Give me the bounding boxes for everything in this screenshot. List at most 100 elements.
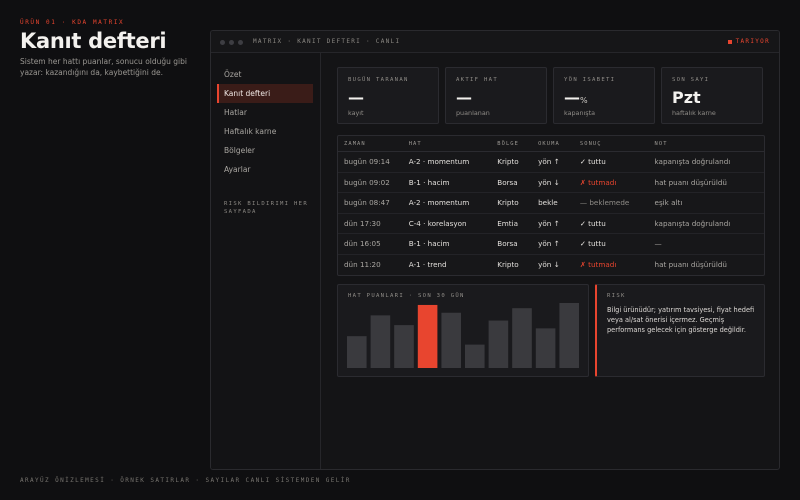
- column-header-reading[interactable]: OKUMA: [538, 140, 560, 147]
- sidebar-item-ozet[interactable]: Özet: [224, 70, 242, 79]
- row-result: ✗ tutmadı: [579, 260, 617, 270]
- row-result: — beklemede: [579, 198, 630, 208]
- table-row[interactable]: dün 11:20 A-1 · trend Kripto yön ↓ ✗ tutmadı…: [338, 255, 764, 276]
- stat-card-caption: kayıt: [348, 109, 364, 117]
- row-line: A-2 · momentum: [408, 157, 470, 167]
- chart-bar-3: [394, 325, 414, 368]
- stat-card-caption: haftalık karne: [672, 109, 716, 117]
- column-header-note[interactable]: NOT: [654, 140, 668, 147]
- stat-card-label: SON SAYI: [672, 77, 710, 83]
- row-result: ✗ tutmadı: [579, 177, 617, 187]
- row-time: bugün 09:14: [344, 157, 390, 167]
- chart-bar-2: [370, 315, 391, 368]
- sidebar: Özet Kanıt defteri Hatlar Haftalık karne…: [211, 53, 321, 469]
- page-title: Kanıt defteri: [20, 29, 167, 53]
- page-subtitle: Sistem her hattı puanlar, sonucu olduğu …: [20, 57, 187, 77]
- row-reading: yön ↑: [538, 218, 560, 228]
- row-time: bugün 09:02: [344, 177, 390, 187]
- live-indicator-icon: [727, 39, 732, 44]
- product-eyebrow: ÜRÜN 01 · KDA MATRIX: [20, 19, 125, 26]
- chart-bar-5: [441, 312, 461, 368]
- row-region: Borsa: [497, 177, 518, 187]
- table-body: bugün 09:14 A-2 · momentum Kripto yön ↑ ✓ tu…: [338, 152, 764, 275]
- table-row[interactable]: dün 17:30 C-4 · korelasyon Emtia yön ↑ ✓ tut…: [338, 214, 764, 234]
- risk-panel: RISK Bilgi ürünüdür; yatırım tavsiyesi, …: [595, 284, 765, 377]
- row-line: A-2 · momentum: [408, 198, 470, 208]
- column-header-time[interactable]: ZAMAN: [344, 140, 366, 147]
- line-scores-chart: HAT PUANLARI · SON 30 GÜN: [337, 284, 589, 377]
- row-time: dün 11:20: [344, 260, 381, 270]
- row-line: B-1 · hacim: [408, 177, 450, 187]
- chart-title: HAT PUANLARI · SON 30 GÜN: [348, 293, 465, 299]
- row-note: kapanışta doğrulandı: [654, 218, 731, 228]
- bar-chart-svg: [347, 303, 579, 368]
- stat-card-last-issue: SON SAYI Pzt haftalık karne: [661, 67, 763, 124]
- evidence-table: ZAMAN HAT BÖLGE OKUMA SONUÇ NOT bugün 09…: [337, 135, 765, 276]
- window-controls: [220, 40, 243, 45]
- sidebar-item-hatlar[interactable]: Hatlar: [224, 108, 247, 117]
- stat-card-label: AKTIF HAT: [456, 77, 499, 83]
- stat-card-scanned: BUGÜN TARANAN — kayıt: [337, 67, 439, 124]
- window-close-dot-icon[interactable]: [220, 40, 225, 45]
- window-titlebar: MATRIX · KANIT DEFTERI · CANLI TARIYOR: [211, 31, 779, 53]
- risk-notice-label: RISK BILDIRIMI HER SAYFADA: [224, 201, 309, 215]
- chart-bar-8: [512, 308, 532, 368]
- risk-disclaimer: Bilgi ürünüdür; yatırım tavsiyesi, fiyat…: [607, 306, 755, 334]
- stat-card-caption: kapanışta: [564, 109, 596, 117]
- bottom-panels: HAT PUANLARI · SON 30 GÜN RISK Bilgi ürü…: [337, 284, 765, 377]
- live-status-label: TARIYOR: [735, 38, 770, 45]
- sidebar-item-bolgeler[interactable]: Bölgeler: [224, 146, 255, 155]
- stat-card-value: Pzt: [672, 88, 701, 107]
- stat-card-label: YÖN ISABETI: [564, 77, 616, 83]
- row-result: ✓ tuttu: [579, 239, 606, 249]
- sidebar-item-kanit-defteri[interactable]: Kanıt defteri: [217, 84, 313, 103]
- column-header-line[interactable]: HAT: [408, 140, 422, 147]
- stat-cards: BUGÜN TARANAN — kayıt AKTIF HAT — puanla…: [337, 67, 765, 124]
- chart-bar-9: [535, 328, 556, 368]
- chart-bar-4: [417, 304, 438, 368]
- column-header-result[interactable]: SONUÇ: [579, 140, 602, 147]
- window-maximize-dot-icon[interactable]: [238, 40, 243, 45]
- app-window: MATRIX · KANIT DEFTERI · CANLI TARIYOR Ö…: [210, 30, 780, 470]
- breadcrumb: MATRIX · KANIT DEFTERI · CANLI: [253, 38, 401, 45]
- column-header-region[interactable]: BÖLGE: [497, 140, 519, 147]
- row-line: B-1 · hacim: [408, 239, 450, 249]
- stat-card-value: —%: [564, 88, 588, 107]
- table-row[interactable]: dün 16:05 B-1 · hacim Borsa yön ↑ ✓ tuttu —: [338, 234, 764, 255]
- live-status: TARIYOR: [727, 38, 770, 45]
- row-reading: yön ↑: [538, 157, 560, 167]
- row-note: eşik altı: [654, 198, 683, 208]
- stat-card-value: —: [456, 88, 472, 107]
- row-reading: bekle: [538, 198, 558, 208]
- row-result: ✓ tuttu: [579, 218, 606, 228]
- sidebar-item-ayarlar[interactable]: Ayarlar: [224, 165, 251, 174]
- risk-title: RISK: [607, 293, 626, 299]
- sidebar-nav: Özet Kanıt defteri Hatlar Haftalık karne…: [217, 65, 313, 179]
- stat-card-direction-accuracy: YÖN ISABETI —% kapanışta: [553, 67, 655, 124]
- main-content: BUGÜN TARANAN — kayıt AKTIF HAT — puanla…: [337, 67, 765, 377]
- table-row[interactable]: bugün 08:47 A-2 · momentum Kripto bekle — be…: [338, 193, 764, 214]
- row-note: hat puanı düşürüldü: [654, 260, 727, 270]
- row-region: Emtia: [497, 218, 519, 228]
- row-line: A-1 · trend: [408, 260, 447, 270]
- row-region: Kripto: [497, 198, 519, 208]
- row-region: Kripto: [497, 260, 519, 270]
- window-minimize-dot-icon[interactable]: [229, 40, 234, 45]
- table-row[interactable]: bugün 09:02 B-1 · hacim Borsa yön ↓ ✗ tutmad…: [338, 173, 764, 193]
- chart-bar-1: [347, 336, 367, 368]
- row-reading: yön ↑: [538, 239, 560, 249]
- row-time: bugün 08:47: [344, 198, 390, 208]
- table-row[interactable]: bugün 09:14 A-2 · momentum Kripto yön ↑ ✓ tu…: [338, 152, 764, 173]
- stat-card-label: BUGÜN TARANAN: [348, 77, 409, 83]
- row-note: kapanışta doğrulandı: [654, 157, 731, 167]
- row-reading: yön ↓: [538, 260, 560, 270]
- chart-bar-10: [559, 303, 579, 368]
- stat-card-caption: puanlanan: [456, 109, 490, 117]
- row-time: dün 16:05: [344, 239, 381, 249]
- sidebar-item-haftalik-karne[interactable]: Haftalık karne: [224, 127, 277, 136]
- row-region: Borsa: [497, 239, 518, 249]
- row-note: hat puanı düşürüldü: [654, 177, 727, 187]
- row-note: —: [654, 239, 662, 249]
- table-header: ZAMAN HAT BÖLGE OKUMA SONUÇ NOT: [338, 136, 764, 152]
- row-result: ✓ tuttu: [579, 157, 606, 167]
